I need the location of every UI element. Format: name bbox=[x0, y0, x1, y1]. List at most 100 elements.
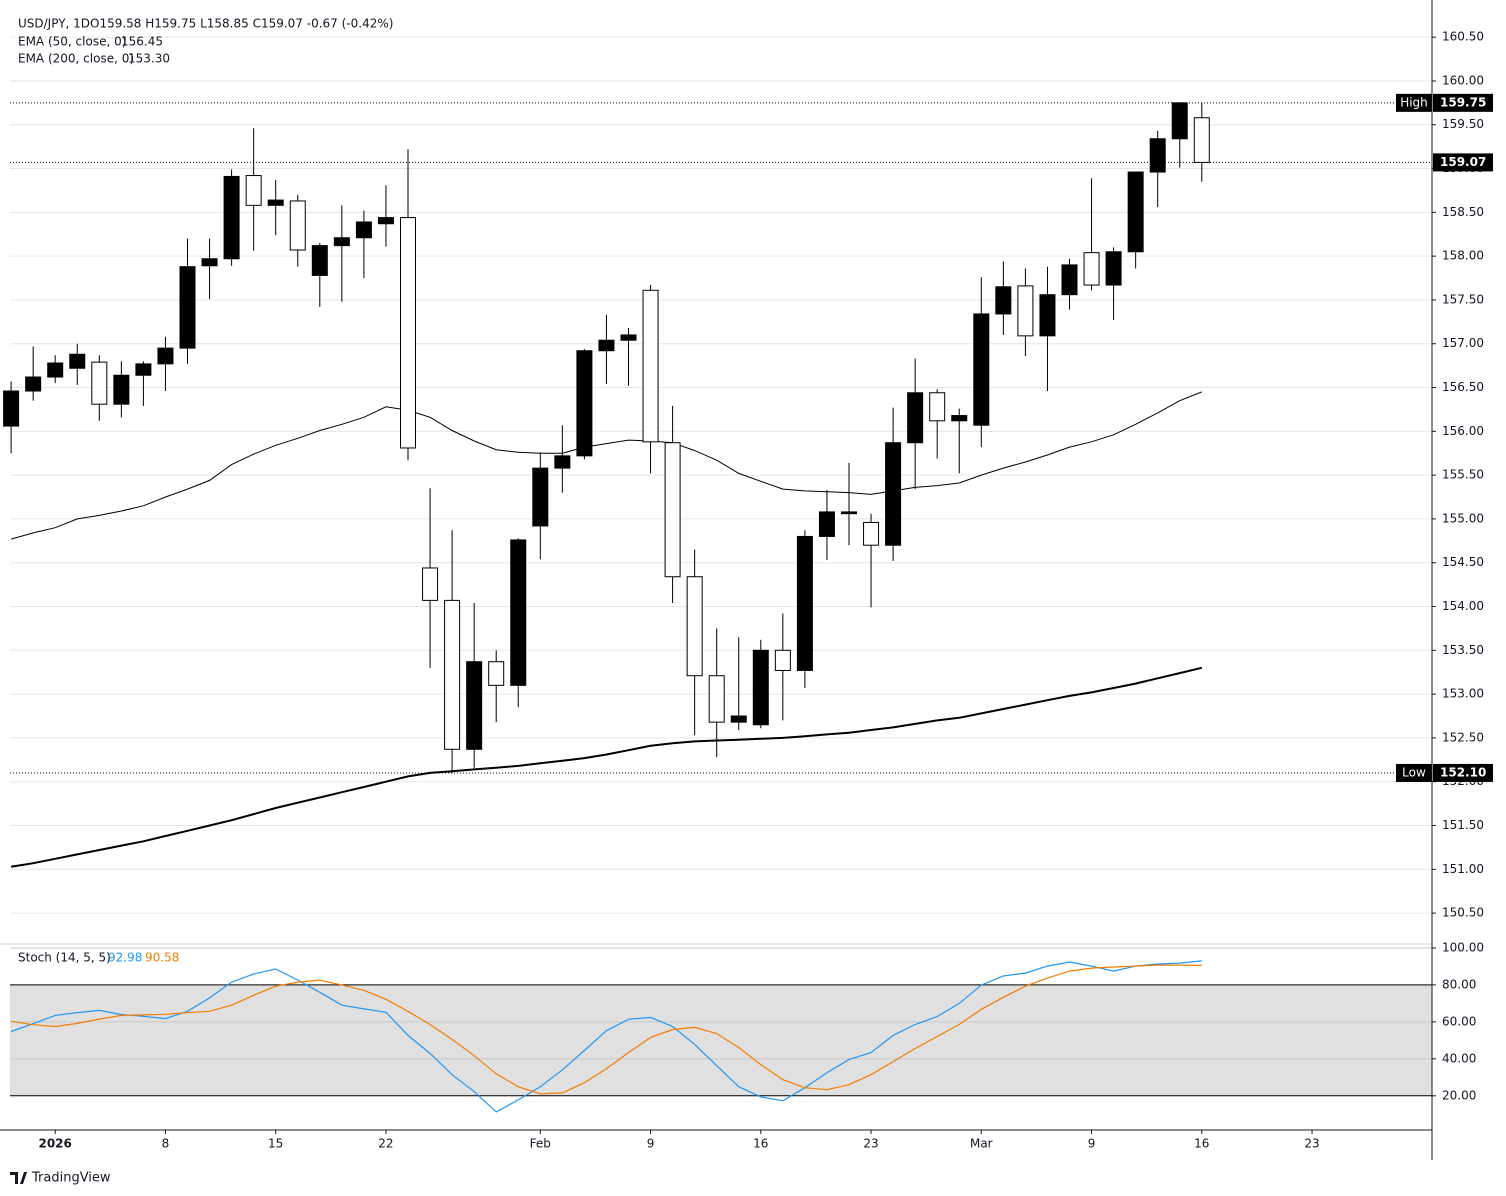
candle-body bbox=[752, 649, 769, 726]
candle bbox=[951, 408, 968, 474]
candle bbox=[1105, 247, 1122, 321]
x-tick-label: 9 bbox=[647, 1137, 655, 1151]
candle-body bbox=[686, 576, 703, 677]
y-tick-label: 60.00 bbox=[1442, 1014, 1476, 1028]
y-tick-label: 20.00 bbox=[1442, 1088, 1476, 1102]
candle-body bbox=[1193, 117, 1210, 163]
candle-body bbox=[355, 221, 372, 239]
candle bbox=[995, 261, 1012, 335]
candle bbox=[179, 238, 196, 364]
candle bbox=[69, 343, 86, 385]
candle bbox=[885, 407, 902, 561]
y-tick-label: 160.50 bbox=[1442, 30, 1484, 44]
legend-entry: EMA (50, close, 0) bbox=[18, 35, 126, 49]
candle bbox=[554, 425, 571, 493]
y-tick-label: 151.50 bbox=[1442, 818, 1484, 832]
candle bbox=[201, 238, 218, 300]
y-tick-label: 159.50 bbox=[1442, 117, 1484, 131]
legend-value: 156.45 bbox=[121, 35, 163, 49]
candle bbox=[135, 361, 152, 406]
y-tick-label: 158.50 bbox=[1442, 205, 1484, 219]
candle bbox=[245, 128, 262, 251]
tag-bg bbox=[1396, 763, 1432, 782]
candle-body bbox=[466, 661, 483, 750]
candle bbox=[422, 488, 439, 668]
y-tick-label: 152.50 bbox=[1442, 730, 1484, 744]
candle-body bbox=[311, 245, 328, 276]
x-tick-label: 15 bbox=[268, 1137, 283, 1151]
candle bbox=[730, 637, 747, 731]
candle-body bbox=[885, 442, 902, 546]
background-layer bbox=[10, 36, 1432, 914]
candle-body bbox=[179, 266, 196, 349]
y-tick-label: 155.00 bbox=[1442, 511, 1484, 525]
candle bbox=[642, 285, 659, 474]
candle-body bbox=[400, 217, 417, 449]
price-tag: 159.75 bbox=[1440, 95, 1486, 109]
candle-body bbox=[422, 567, 439, 601]
x-tick-label: 23 bbox=[863, 1137, 878, 1151]
candle bbox=[47, 355, 64, 384]
footer-brand: TradingView bbox=[31, 1171, 111, 1186]
y-tick-label: 151.00 bbox=[1442, 862, 1484, 876]
y-tick-label: 156.50 bbox=[1442, 380, 1484, 394]
candle-body bbox=[223, 175, 240, 260]
y-tick-label: 156.00 bbox=[1442, 424, 1484, 438]
x-tick-label: 16 bbox=[1194, 1137, 1209, 1151]
candle bbox=[1149, 130, 1166, 208]
candle bbox=[1039, 266, 1056, 392]
candle-body bbox=[598, 339, 615, 352]
candle-body bbox=[1127, 171, 1144, 253]
candle-body bbox=[708, 675, 725, 723]
candle bbox=[840, 462, 857, 546]
candle-body bbox=[796, 535, 813, 671]
stoch-title: Stoch (14, 5, 5) bbox=[18, 951, 111, 965]
x-tick-label: 2026 bbox=[38, 1137, 71, 1151]
candle-body bbox=[1149, 138, 1166, 173]
candle-body bbox=[995, 286, 1012, 315]
y-tick-label: 154.00 bbox=[1442, 599, 1484, 613]
candle bbox=[1083, 178, 1100, 291]
band bbox=[10, 984, 1432, 1096]
candle-body bbox=[47, 362, 64, 378]
candle bbox=[1017, 268, 1034, 356]
candle bbox=[1171, 102, 1188, 168]
y-tick-label: 80.00 bbox=[1442, 977, 1476, 991]
x-tick-label: Feb bbox=[530, 1137, 551, 1151]
candle-body bbox=[1105, 251, 1122, 286]
legend-value: 92.98 bbox=[108, 951, 142, 965]
candle bbox=[377, 185, 394, 247]
candle bbox=[863, 513, 880, 608]
candle bbox=[400, 149, 417, 461]
candle-body bbox=[377, 217, 394, 225]
candle bbox=[311, 243, 328, 307]
y-tick-label: 155.50 bbox=[1442, 468, 1484, 482]
y-tick-label: 158.00 bbox=[1442, 249, 1484, 263]
candle-body bbox=[951, 415, 968, 422]
candle bbox=[444, 530, 461, 773]
chart-title: USD/JPY, 1D bbox=[18, 17, 90, 31]
candle-body bbox=[1083, 252, 1100, 286]
x-tick-label: Mar bbox=[970, 1137, 993, 1151]
candle bbox=[1061, 258, 1078, 310]
candle bbox=[223, 169, 240, 266]
candle-body bbox=[863, 521, 880, 546]
candle bbox=[752, 639, 769, 729]
tag-label: High bbox=[1400, 95, 1428, 109]
candle-body bbox=[1171, 102, 1188, 140]
candle-body bbox=[69, 353, 86, 369]
stoch-line bbox=[11, 964, 1202, 1095]
candle-body bbox=[554, 455, 571, 469]
candle bbox=[267, 179, 284, 236]
candle bbox=[929, 389, 946, 459]
ema-line bbox=[10, 391, 1202, 540]
candle-body bbox=[973, 313, 990, 426]
logo bbox=[10, 1172, 27, 1184]
candle-body bbox=[289, 200, 306, 251]
candle bbox=[907, 358, 924, 490]
candle-body bbox=[444, 599, 461, 750]
y-tick-label: 154.50 bbox=[1442, 555, 1484, 569]
candle-body bbox=[1017, 285, 1034, 337]
candle bbox=[113, 361, 130, 418]
